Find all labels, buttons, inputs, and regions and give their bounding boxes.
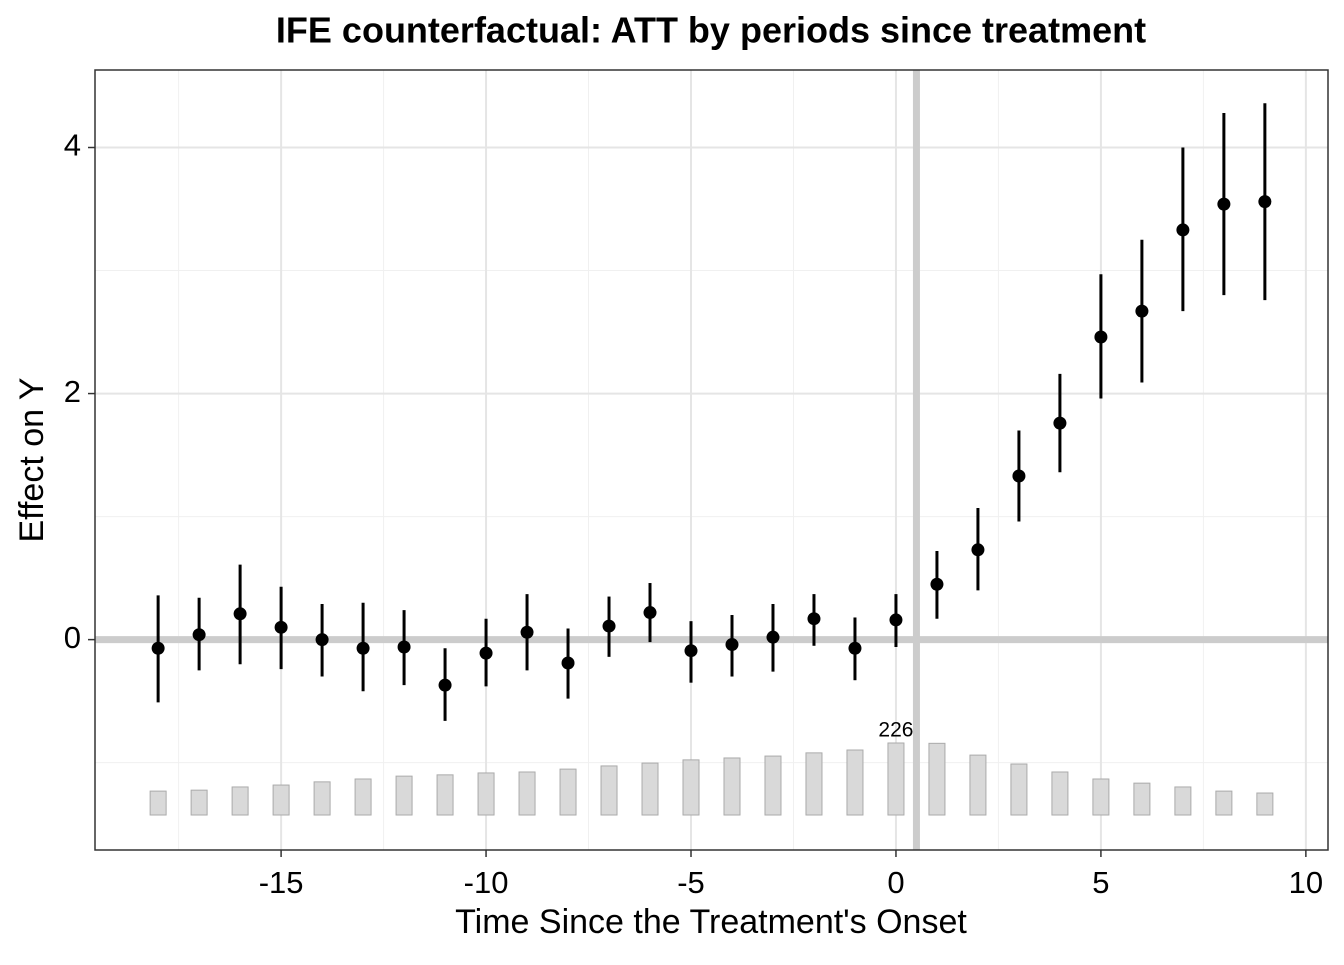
count-bar xyxy=(395,775,413,816)
point xyxy=(848,641,862,655)
count-bar xyxy=(1051,771,1069,816)
count-bar xyxy=(928,742,946,816)
point xyxy=(725,638,739,652)
count-bar xyxy=(436,774,454,816)
count-bar xyxy=(600,765,618,816)
x-axis-label: Time Since the Treatment's Onset xyxy=(455,903,967,941)
x-tick-label: -5 xyxy=(677,865,705,900)
point xyxy=(1094,330,1108,344)
x-tick-label: -10 xyxy=(464,865,509,900)
y-tick-label: 0 xyxy=(64,620,81,655)
count-bar xyxy=(1174,786,1192,816)
count-bar xyxy=(1010,763,1028,816)
count-bar xyxy=(1092,778,1110,816)
count-bar xyxy=(354,778,372,816)
point xyxy=(397,640,411,654)
count-bar xyxy=(805,752,823,816)
count-bar xyxy=(477,772,495,816)
point xyxy=(971,543,985,557)
count-bar xyxy=(969,754,987,816)
count-bar xyxy=(723,757,741,816)
count-bar xyxy=(190,789,208,816)
count-bar xyxy=(559,768,577,816)
x-tick-label: 0 xyxy=(887,865,904,900)
point xyxy=(930,577,944,591)
count-bar xyxy=(641,762,659,816)
chart-title: IFE counterfactual: ATT by periods since… xyxy=(276,10,1146,51)
point xyxy=(233,607,247,621)
point xyxy=(192,628,206,642)
count-bar xyxy=(1215,790,1233,816)
count-bar xyxy=(231,786,249,816)
point xyxy=(356,641,370,655)
point xyxy=(1217,197,1231,211)
point xyxy=(479,646,493,660)
count-bar xyxy=(1133,782,1151,816)
point xyxy=(274,620,288,634)
point xyxy=(520,625,534,639)
y-tick-label: 2 xyxy=(64,374,81,409)
count-bar xyxy=(149,790,167,816)
point xyxy=(1176,223,1190,237)
point xyxy=(315,633,329,647)
point xyxy=(602,619,616,633)
point xyxy=(1135,304,1149,318)
point xyxy=(1012,469,1026,483)
count-bar xyxy=(518,771,536,816)
x-tick-label: -15 xyxy=(259,865,304,900)
y-axis-label: Effect on Y xyxy=(13,377,51,542)
point xyxy=(1258,195,1272,209)
point xyxy=(151,641,165,655)
count-bar xyxy=(313,781,331,816)
count-bar xyxy=(1256,792,1274,816)
point xyxy=(643,606,657,620)
plot-border xyxy=(94,69,1329,851)
count-bar xyxy=(682,759,700,816)
count-bar xyxy=(764,755,782,816)
point xyxy=(807,612,821,626)
x-tick-label: 10 xyxy=(1289,865,1323,900)
point xyxy=(438,678,452,692)
point xyxy=(561,656,575,670)
count-bar xyxy=(846,749,864,816)
point xyxy=(684,644,698,658)
point xyxy=(766,630,780,644)
count-label: 226 xyxy=(878,719,913,742)
point xyxy=(1053,416,1067,430)
x-tick-label: 5 xyxy=(1092,865,1109,900)
count-bar xyxy=(887,742,905,816)
y-tick-label: 4 xyxy=(64,128,81,163)
count-bar xyxy=(272,784,290,816)
point xyxy=(889,613,903,627)
